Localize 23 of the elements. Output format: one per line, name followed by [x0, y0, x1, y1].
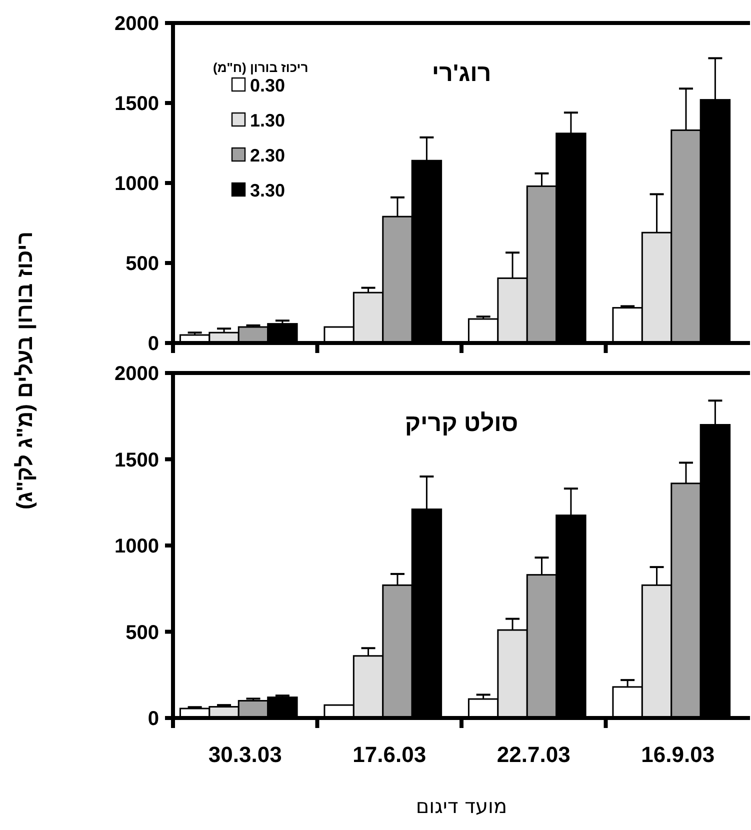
legend-title: ריכוז בורון (ח"מ)	[213, 60, 308, 75]
y-tick-label: 2000	[114, 13, 159, 35]
legend-label: 0.30	[250, 75, 286, 96]
x-tick-label: 22.7.03	[496, 742, 570, 767]
y-tick-label: 500	[126, 622, 159, 644]
x-tick-label: 16.9.03	[641, 742, 715, 767]
legend-label: 1.30	[250, 110, 286, 130]
legend-label: 2.30	[250, 145, 286, 166]
y-tick-label: 2000	[114, 363, 159, 385]
legend-label: 3.30	[250, 180, 286, 200]
x-tick-label: 30.3.03	[208, 742, 282, 767]
y-tick-label: 0	[148, 708, 159, 730]
y-tick-label: 1500	[114, 449, 159, 472]
y-tick-label: 1500	[114, 93, 159, 115]
y-axis-title: ריכוז בורון בעלים (מ"ג לק"ג)	[12, 231, 37, 510]
text: רוג'רי	[432, 60, 492, 87]
y-tick-label: 500	[126, 253, 159, 275]
x-tick-label: 17.6.03	[352, 742, 426, 767]
text: סולט קריק	[404, 410, 518, 437]
y-tick-label: 1000	[114, 173, 159, 195]
x-axis-title: מועד דיגום	[416, 794, 508, 818]
y-tick-label: 0	[148, 333, 159, 355]
y-tick-label: 1000	[114, 536, 159, 558]
